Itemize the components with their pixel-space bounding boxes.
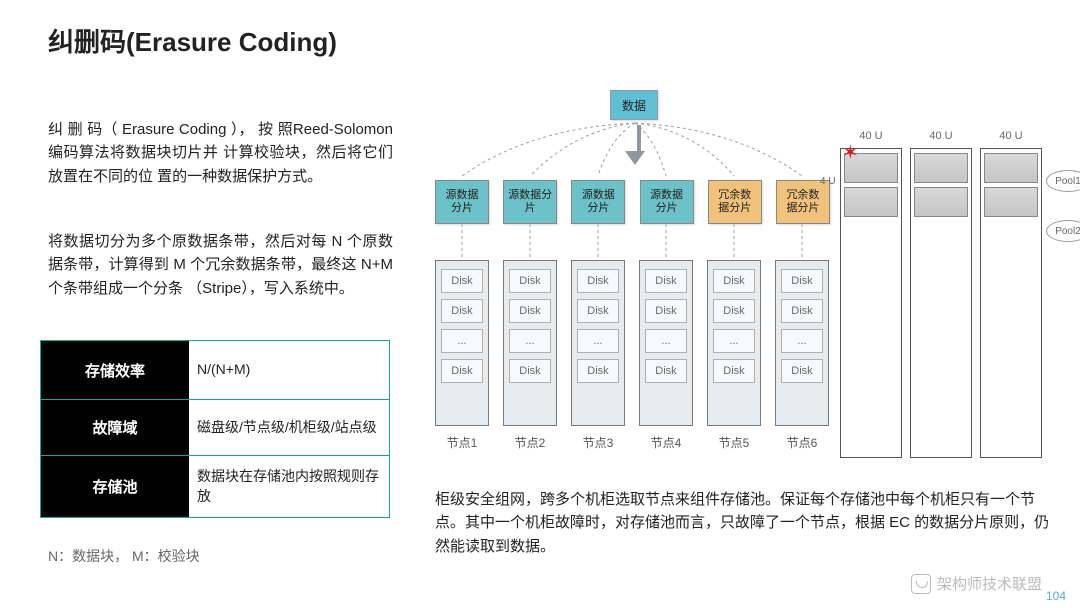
fanout-curves: [435, 118, 830, 183]
page-title: 纠删码(Erasure Coding): [48, 22, 337, 59]
rack-unit: [914, 187, 968, 217]
rack-u-label: 40 U: [910, 130, 972, 142]
table-row: 故障域磁盘级/节点级/机柜级/站点级: [41, 399, 389, 455]
disk-cell: ...: [781, 329, 823, 353]
disk-cell: Disk: [713, 269, 755, 293]
node-label: 节点2: [503, 434, 557, 451]
source-slice: 源数据分片: [503, 180, 557, 224]
disk-cell: ...: [509, 329, 551, 353]
disk-cell: ...: [577, 329, 619, 353]
paragraph-2: 将数据切分为多个原数据条带，然后对每 N 个原数据条带，计算得到 M 个冗余数据…: [48, 230, 393, 300]
properties-table: 存储效率N/(N+M)故障域磁盘级/节点级/机柜级/站点级存储池数据块在存储池内…: [40, 340, 390, 518]
table-row: 存储效率N/(N+M): [41, 341, 389, 399]
node-label: 节点3: [571, 434, 625, 451]
paragraph-1: 纠 删 码（ Erasure Coding ）， 按 照Reed-Solomon…: [48, 118, 393, 188]
disk-cell: Disk: [441, 269, 483, 293]
disk-cell: Disk: [781, 359, 823, 383]
source-slice: 源数据分片: [435, 180, 489, 224]
source-slice: 源数据分片: [640, 180, 694, 224]
disk-cell: Disk: [645, 359, 687, 383]
node-label: 节点4: [639, 434, 693, 451]
disk-cell: Disk: [781, 299, 823, 323]
rack: [980, 148, 1042, 458]
node-label: 节点1: [435, 434, 489, 451]
vertical-dashes: [435, 224, 830, 264]
rack-unit: [844, 187, 898, 217]
node-column: Disk Disk... Disk: [571, 260, 625, 426]
table-key: 故障域: [41, 400, 189, 455]
node-column: Disk Disk... Disk: [639, 260, 693, 426]
disk-cell: Disk: [713, 359, 755, 383]
disk-cell: Disk: [577, 359, 619, 383]
disk-cell: Disk: [441, 299, 483, 323]
rack-unit: [914, 153, 968, 183]
table-value: 数据块在存储池内按照规则存放: [189, 456, 389, 517]
rack-diagram: 40 U40 U40 U✶4 UPool1Pool2: [840, 130, 1070, 470]
rack-unit: [984, 187, 1038, 217]
disk-cell: ...: [713, 329, 755, 353]
slice-row: 源数据分片源数据分片源数据分片源数据分片冗余数据分片冗余数据分片: [435, 180, 830, 224]
pool-label: Pool1: [1046, 170, 1080, 192]
source-slice: 源数据分片: [571, 180, 625, 224]
table-key: 存储池: [41, 456, 189, 517]
watermark: 架构师技术联盟: [911, 573, 1042, 594]
disk-cell: Disk: [509, 269, 551, 293]
node-column: Disk Disk... Disk: [435, 260, 489, 426]
node-column: Disk Disk... Disk: [775, 260, 829, 426]
node-label: 节点5: [707, 434, 761, 451]
node-column: Disk Disk... Disk: [707, 260, 761, 426]
data-box: 数据: [610, 90, 658, 120]
disk-cell: Disk: [577, 269, 619, 293]
watermark-text: 架构师技术联盟: [937, 573, 1042, 594]
rack-u-label: 40 U: [980, 130, 1042, 142]
disk-cell: Disk: [577, 299, 619, 323]
node-label: 节点6: [775, 434, 829, 451]
bottom-paragraph: 柜级安全组网，跨多个机柜选取节点来组件存储池。保证每个存储池中每个机柜只有一个节…: [435, 488, 1050, 558]
redundant-slice: 冗余数据分片: [708, 180, 762, 224]
rack-side-label: 4 U: [820, 176, 836, 187]
disk-cell: ...: [645, 329, 687, 353]
rack-unit: [984, 153, 1038, 183]
table-row: 存储池数据块在存储池内按照规则存放: [41, 455, 389, 517]
disk-cell: Disk: [645, 269, 687, 293]
rack: [840, 148, 902, 458]
disk-cell: Disk: [645, 299, 687, 323]
disk-cell: Disk: [713, 299, 755, 323]
wechat-icon: [911, 574, 931, 594]
disk-cell: Disk: [781, 269, 823, 293]
table-value: N/(N+M): [189, 341, 389, 399]
table-value: 磁盘级/节点级/机柜级/站点级: [189, 400, 389, 455]
disk-cell: Disk: [441, 359, 483, 383]
disk-cell: Disk: [509, 299, 551, 323]
page-number: 104: [1046, 590, 1066, 602]
table-key: 存储效率: [41, 341, 189, 399]
disk-cell: Disk: [509, 359, 551, 383]
rack: [910, 148, 972, 458]
pool-label: Pool2: [1046, 220, 1080, 242]
ec-diagram: 数据 源数据分片源数据分片源数据分片源数据分片冗余数据分片冗余数据分片 Disk…: [435, 90, 830, 470]
legend-text: N：数据块， M：校验块: [48, 546, 200, 566]
disk-cell: ...: [441, 329, 483, 353]
failure-star-icon: ✶: [842, 140, 859, 165]
node-column: Disk Disk... Disk: [503, 260, 557, 426]
